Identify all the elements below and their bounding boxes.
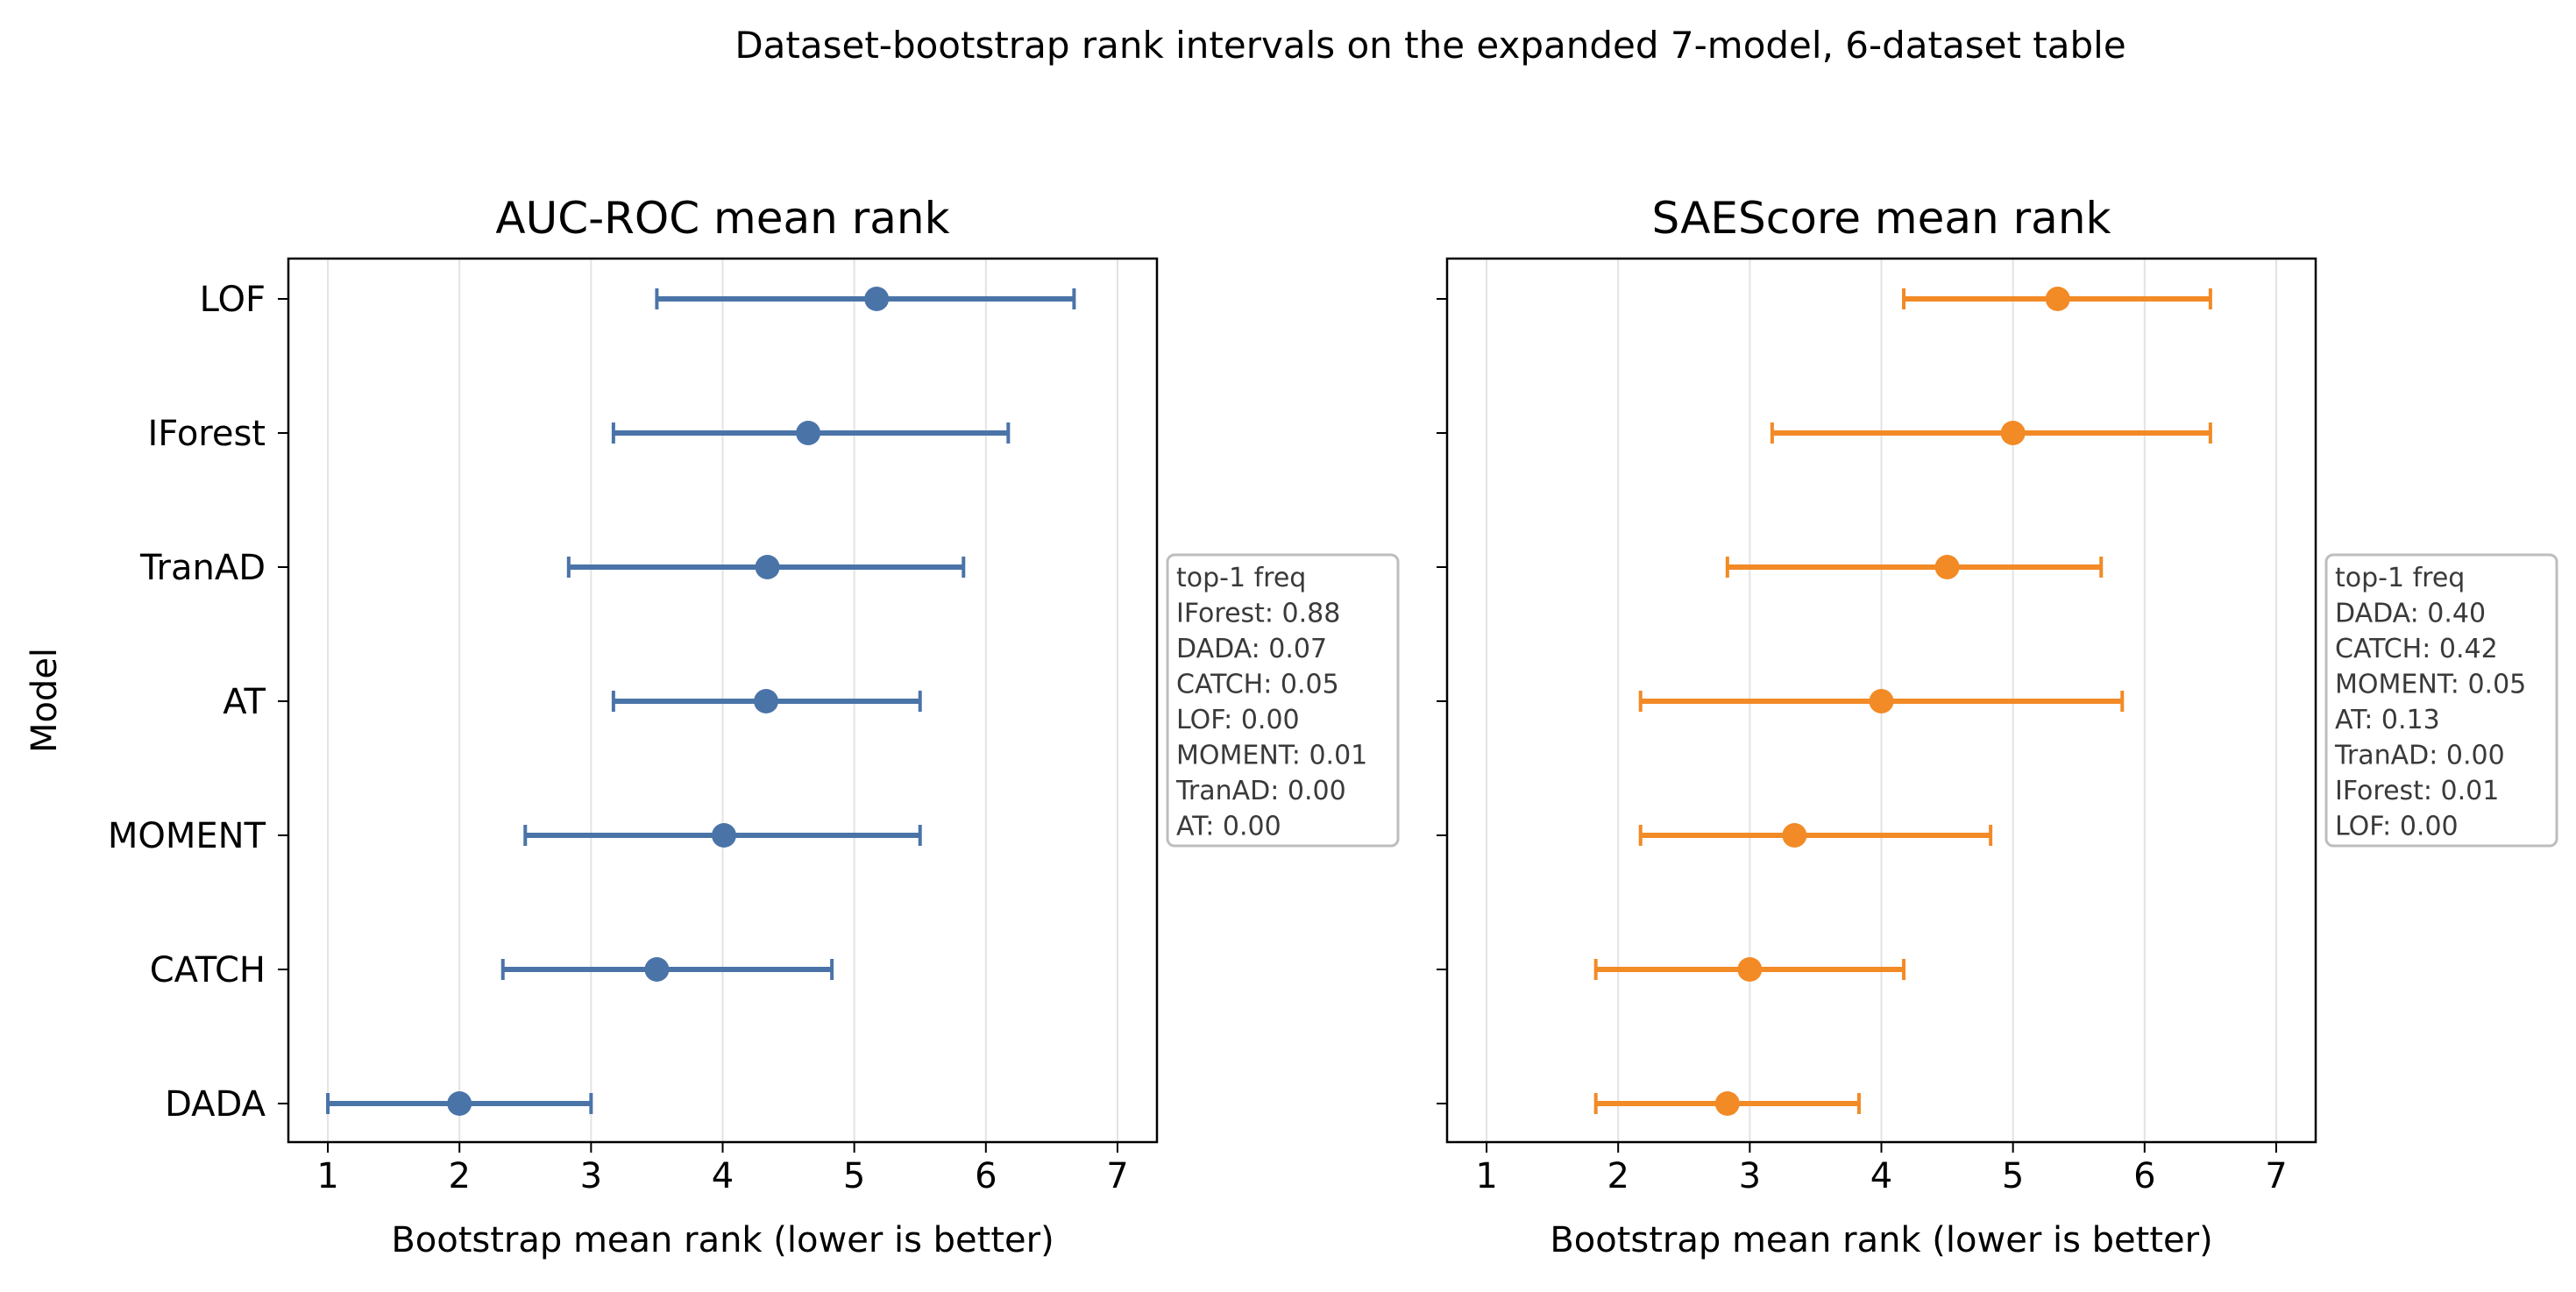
- x-tick-label: 5: [843, 1156, 865, 1196]
- chart-panel-2: 1 2 3 4 5 6 7 SAEScore mean rank Bootstrap mean …: [1437, 193, 2558, 1260]
- x-tick-label: 6: [975, 1156, 997, 1196]
- y-tick-label: LOF: [200, 280, 266, 320]
- x-axis-label: Bootstrap mean rank (lower is better): [391, 1220, 1054, 1260]
- annotation-line: CATCH: 0.05: [1176, 670, 1339, 700]
- annotation-box: [1166, 553, 1400, 848]
- annotation-line: MOMENT: 0.05: [2335, 670, 2526, 700]
- x-tick-label: 2: [448, 1156, 470, 1196]
- axes-frame: [1445, 257, 2317, 1144]
- annotation-line: LOF: 0.00: [1176, 705, 1300, 735]
- mean-point-AT: [754, 689, 779, 713]
- x-tick-label: 4: [1870, 1156, 1892, 1196]
- y-tick-label: CATCH: [150, 950, 266, 990]
- x-tick-label: 4: [712, 1156, 734, 1196]
- mean-point-DADA: [1714, 1091, 1740, 1116]
- y-tick-label: DADA: [165, 1084, 266, 1125]
- mean-point-AT: [1869, 689, 1894, 713]
- y-tick-label: AT: [223, 682, 266, 722]
- annotation-box: [2324, 553, 2558, 848]
- x-tick-label: 5: [2002, 1156, 2024, 1196]
- chart-title: AUC-ROC mean rank: [495, 193, 949, 244]
- x-tick-label: 2: [1607, 1156, 1629, 1196]
- x-tick-label: 7: [2265, 1156, 2287, 1196]
- annotation-line: IForest: 0.01: [2335, 776, 2499, 806]
- mean-point-DADA: [447, 1091, 472, 1116]
- x-tick-label: 1: [1475, 1156, 1497, 1196]
- mean-point-LOF: [2045, 287, 2070, 311]
- mean-point-TranAD: [755, 555, 780, 579]
- annotation-line: AT: 0.13: [2335, 705, 2440, 735]
- x-tick-label: 3: [580, 1156, 602, 1196]
- y-tick-label: MOMENT: [108, 816, 266, 856]
- annotation-line: TranAD: 0.00: [2334, 741, 2505, 771]
- annotation-line: IForest: 0.88: [1176, 599, 1340, 629]
- annotation-line: MOMENT: 0.01: [1176, 741, 1367, 771]
- y-tick-label: IForest: [147, 414, 266, 454]
- mean-point-MOMENT: [712, 823, 737, 848]
- annotation-line: AT: 0.00: [1176, 812, 1281, 842]
- annotation-line: DADA: 0.40: [2335, 599, 2486, 629]
- y-axis-label: Model: [25, 648, 65, 753]
- annotation-line: CATCH: 0.42: [2335, 634, 2498, 664]
- axes-frame: [287, 257, 1159, 1144]
- annotation-line: top-1 freq: [2335, 563, 2465, 593]
- mean-point-IForest: [2000, 421, 2026, 445]
- chart-panels: 1 2 3 4 5 6 7 LOF IForest TranAD AT MOMENT CATCH DADA…: [25, 193, 2558, 1260]
- x-tick-label: 3: [1739, 1156, 1761, 1196]
- mean-point-IForest: [796, 421, 821, 445]
- annotation-line: TranAD: 0.00: [1175, 776, 1346, 806]
- mean-point-CATCH: [1737, 957, 1763, 982]
- chart-panel-1: 1 2 3 4 5 6 7 LOF IForest TranAD AT MOMENT CATCH DADA…: [25, 193, 1400, 1260]
- mean-point-CATCH: [644, 957, 670, 982]
- annotation-line: DADA: 0.07: [1176, 634, 1327, 664]
- chart-title: SAEScore mean rank: [1652, 193, 2111, 244]
- x-tick-label: 1: [316, 1156, 338, 1196]
- annotation-line: top-1 freq: [1176, 563, 1306, 593]
- x-tick-label: 7: [1106, 1156, 1128, 1196]
- figure-suptitle: Dataset-bootstrap rank intervals on the …: [734, 24, 2125, 67]
- x-axis-label: Bootstrap mean rank (lower is better): [1550, 1220, 2212, 1260]
- mean-point-LOF: [864, 287, 890, 311]
- x-tick-label: 6: [2133, 1156, 2155, 1196]
- annotation-line: LOF: 0.00: [2335, 812, 2459, 842]
- y-tick-label: TranAD: [139, 548, 266, 588]
- mean-point-MOMENT: [1782, 823, 1807, 848]
- mean-point-TranAD: [1934, 555, 1960, 579]
